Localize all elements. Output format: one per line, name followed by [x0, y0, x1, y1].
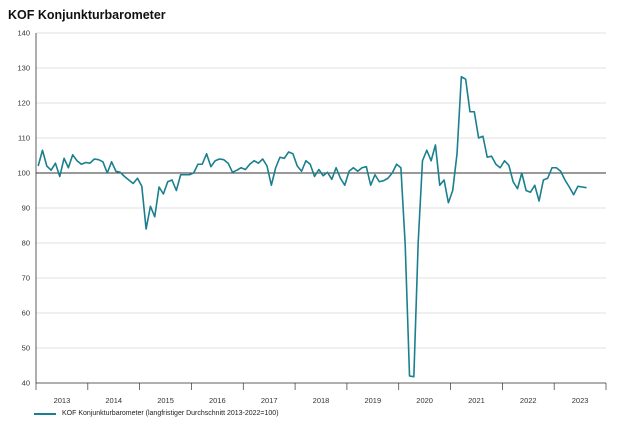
y-tick-label: 100	[17, 169, 30, 178]
x-tick-label: 2014	[105, 396, 122, 405]
x-tick-label: 2023	[572, 396, 589, 405]
y-tick-label: 70	[22, 274, 30, 283]
legend-swatch	[34, 412, 56, 415]
x-tick-label: 2021	[468, 396, 485, 405]
y-tick-label: 130	[17, 64, 30, 73]
x-tick-label: 2018	[313, 396, 330, 405]
x-tick-label: 2017	[261, 396, 278, 405]
x-tick-label: 2015	[157, 396, 174, 405]
y-tick-label: 110	[18, 134, 30, 143]
chart-title: KOF Konjunkturbarometer	[8, 8, 166, 22]
y-tick-label: 60	[22, 309, 30, 318]
y-tick-label: 40	[22, 379, 30, 388]
y-tick-label: 120	[17, 99, 30, 108]
y-tick-label: 140	[17, 29, 30, 38]
x-tick-label: 2016	[209, 396, 226, 405]
series-line	[37, 75, 587, 378]
y-tick-label: 50	[22, 344, 30, 353]
legend-label: KOF Konjunkturbarometer (langfristiger D…	[62, 410, 279, 417]
y-tick-label: 90	[22, 204, 30, 213]
y-tick-label: 80	[22, 239, 30, 248]
x-tick-label: 2020	[416, 396, 433, 405]
x-tick-label: 2013	[54, 396, 71, 405]
x-tick-label: 2019	[364, 396, 381, 405]
legend: KOF Konjunkturbarometer (langfristiger D…	[34, 410, 279, 417]
x-tick-label: 2022	[520, 396, 537, 405]
